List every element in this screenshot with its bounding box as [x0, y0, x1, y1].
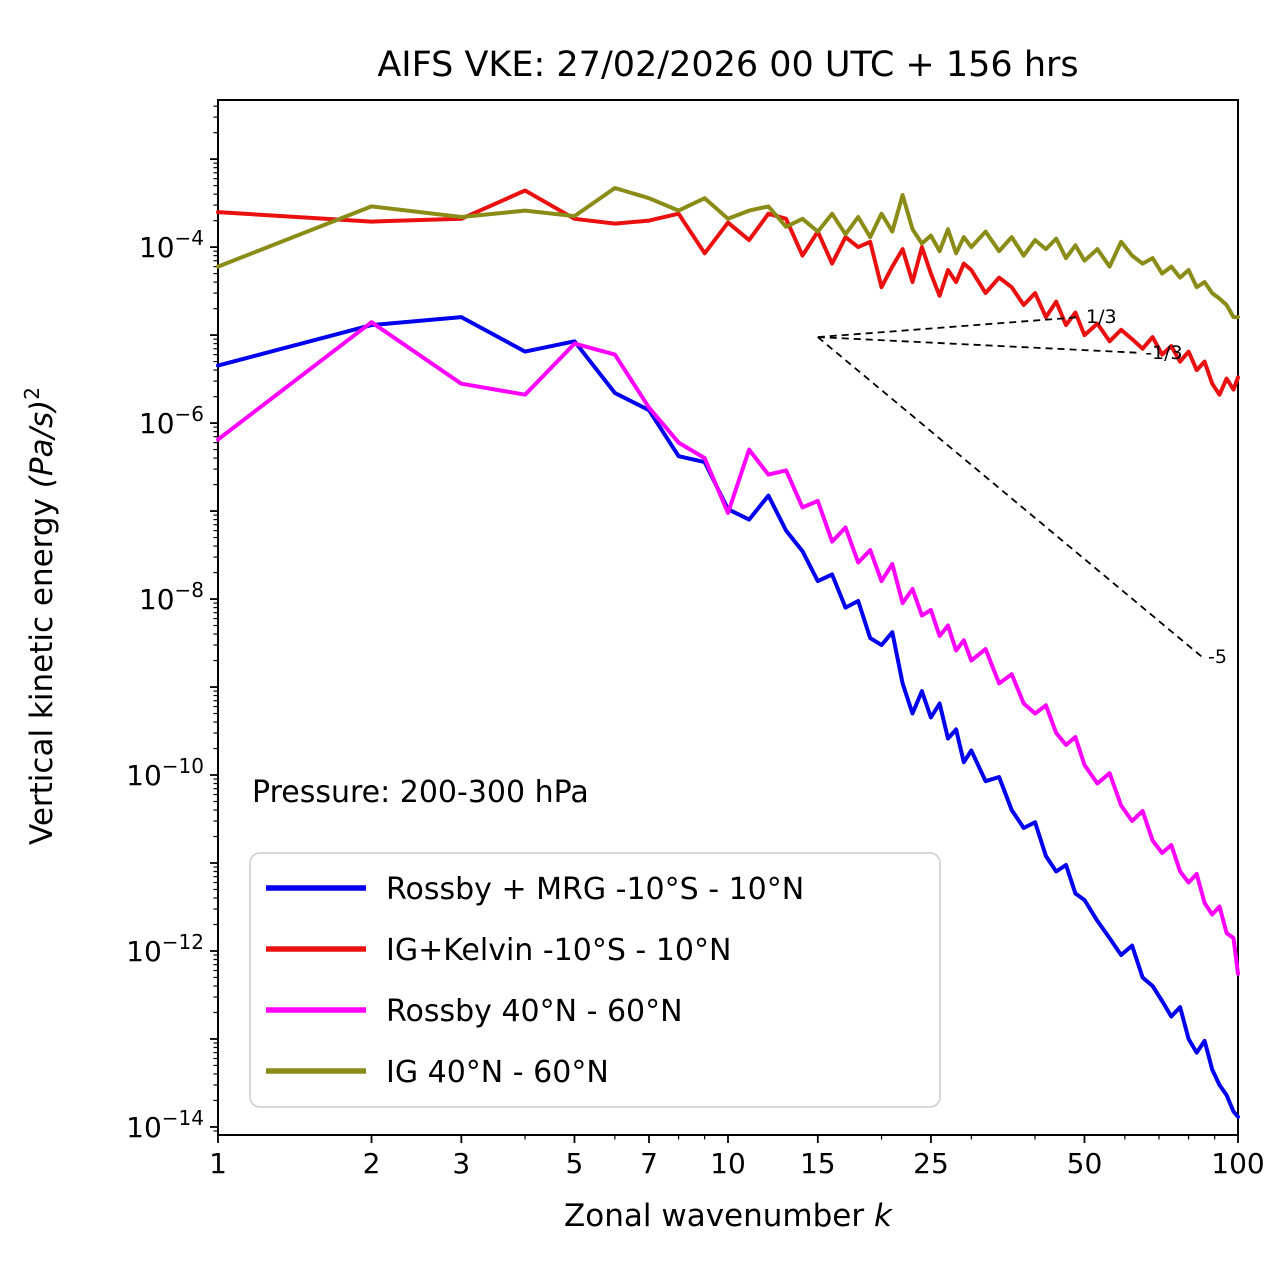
y-axis-label-text: Vertical kinetic energy — [24, 488, 60, 845]
series-line-2 — [216, 320, 1240, 976]
x-tick-label: 10 — [710, 1147, 746, 1180]
x-tick-label: 3 — [452, 1147, 470, 1180]
x-tick-label: 5 — [566, 1147, 584, 1180]
x-tick-label: 1 — [209, 1147, 227, 1180]
legend-label-1: IG+Kelvin -10°S - 10°N — [386, 933, 731, 968]
y-tick-label: 10−10 — [126, 754, 204, 792]
legend-label-2: Rossby 40°N - 60°N — [386, 994, 683, 1029]
legend-label-0: Rossby + MRG -10°S - 10°N — [386, 872, 804, 907]
y-tick-label: 10−14 — [126, 1106, 204, 1144]
x-tick-label: 15 — [800, 1147, 836, 1180]
y-tick-label: 10−6 — [139, 402, 204, 440]
y-tick-label: 10−4 — [139, 226, 204, 264]
legend-label-3: IG 40°N - 60°N — [386, 1055, 609, 1090]
y-axis-label: Vertical kinetic energy (Pa/s)2 — [20, 387, 60, 845]
x-tick-label: 50 — [1067, 1147, 1103, 1180]
reference-lines-layer: 1/3 -1/3 -5 — [817, 306, 1227, 668]
x-tick-label: 2 — [363, 1147, 381, 1180]
series-layer — [216, 186, 1240, 1119]
x-axis-label-text: Zonal wavenumber — [564, 1198, 874, 1234]
axes-layer: 1 2 3 5 7 10 15 25 50 100 10−4 10−6 10−8 10−10 10−12 10… — [126, 99, 1265, 1180]
x-tick-label: 25 — [913, 1147, 949, 1180]
legend: Rossby + MRG -10°S - 10°N IG+Kelvin -10°S… — [249, 852, 941, 1108]
chart-title: AIFS VKE: 27/02/2026 00 UTC + 156 hrs — [377, 45, 1078, 85]
slope-ref-line-0 — [817, 316, 1081, 338]
x-axis-label: Zonal wavenumber k — [564, 1198, 893, 1234]
y-axis-label-exponent: 2 — [20, 387, 44, 400]
slope-ref-label: 1/3 — [1086, 306, 1117, 328]
y-tick-label: 10−12 — [126, 930, 204, 968]
slope-ref-label: -5 — [1208, 646, 1227, 668]
slope-ref-line-2 — [817, 336, 1203, 658]
x-tick-label: 7 — [640, 1147, 658, 1180]
series-line-0 — [216, 315, 1240, 1119]
slope-ref-label: -1/3 — [1145, 342, 1182, 364]
legend-box — [249, 852, 941, 1108]
series-line-3 — [216, 186, 1240, 320]
x-tick-label: 100 — [1211, 1147, 1264, 1180]
x-axis-label-symbol: k — [874, 1198, 893, 1234]
y-axis-label-units: (Pa/s) — [24, 400, 60, 488]
series-line-1 — [216, 188, 1240, 397]
y-tick-label: 10−8 — [139, 578, 204, 616]
slope-ref-line-1 — [817, 336, 1140, 354]
pressure-annotation: Pressure: 200-300 hPa — [252, 775, 589, 810]
